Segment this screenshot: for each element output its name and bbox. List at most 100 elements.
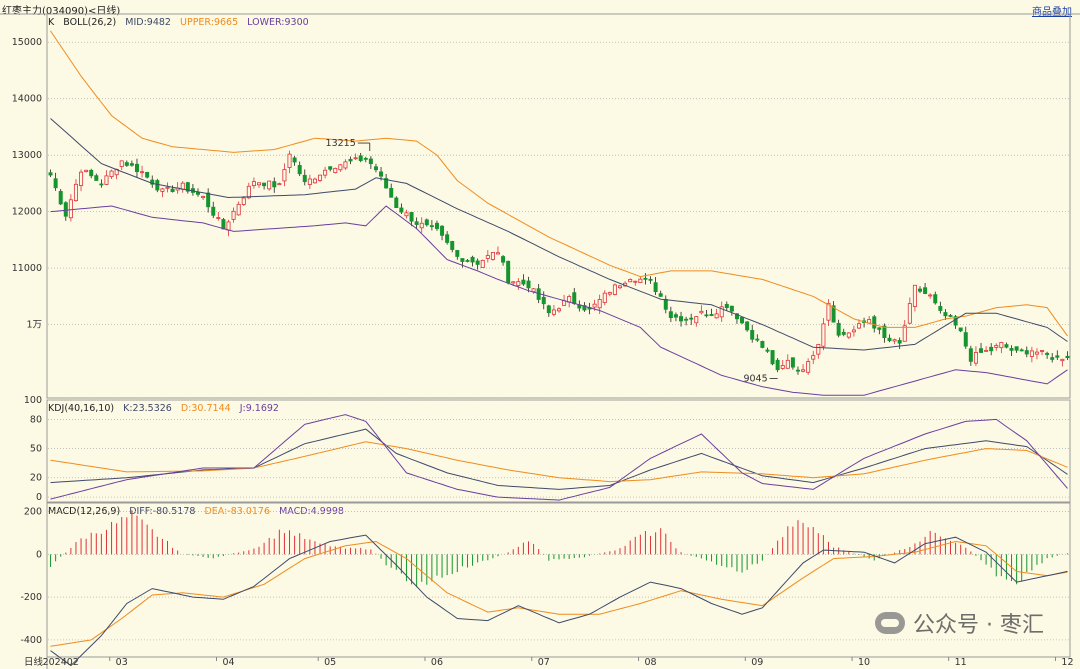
candle-down	[689, 317, 694, 320]
candle-down	[460, 258, 465, 262]
candle-up	[856, 323, 861, 329]
candle-up	[251, 181, 256, 186]
candle-down	[653, 282, 658, 293]
candle-down	[429, 225, 434, 228]
candle-down	[450, 241, 455, 250]
candle-up	[1034, 351, 1039, 355]
candle-down	[709, 314, 714, 316]
candle-down	[938, 306, 943, 311]
x-axis-label: 09	[751, 657, 763, 668]
candle-down	[1045, 352, 1050, 355]
candle-up	[602, 292, 607, 303]
boll-mid-line	[50, 118, 1068, 351]
candle-up	[160, 188, 165, 192]
x-axis-label: 202402	[43, 657, 79, 668]
candle-up	[826, 302, 831, 321]
candle-up	[806, 361, 811, 373]
candle-up	[73, 183, 78, 202]
kdj-k-value: K:23.5326	[123, 403, 172, 414]
panel-frame-2	[46, 502, 1071, 658]
x-axis-label: 日线	[24, 656, 44, 668]
candle-down	[373, 166, 378, 171]
candle-down	[521, 279, 526, 285]
candle-up	[84, 169, 89, 173]
macd-tick-label: 200	[24, 507, 42, 518]
candle-up	[490, 251, 495, 260]
candle-up	[109, 170, 114, 178]
candle-down	[328, 166, 333, 170]
candle-down	[963, 332, 968, 347]
candle-down	[734, 313, 739, 320]
candle-down	[124, 162, 129, 166]
panel-frame-0	[46, 13, 1071, 399]
candle-up	[343, 161, 348, 169]
overlay-commodity-button[interactable]: 商品叠加	[1032, 7, 1072, 18]
macd-histogram	[50, 510, 1068, 588]
price-tick-label: 14000	[12, 94, 42, 105]
price-tick-label: 11000	[12, 263, 42, 274]
candle-down	[1055, 355, 1060, 358]
candle-up	[404, 212, 409, 217]
candle-down	[658, 293, 663, 297]
boll-mid-value: MID:9482	[125, 17, 171, 28]
candle-up	[1060, 358, 1065, 362]
candle-down	[394, 197, 399, 208]
candle-down	[1050, 357, 1055, 360]
candle-down	[1014, 346, 1019, 351]
candle-up	[140, 171, 145, 174]
candle-up	[333, 168, 338, 173]
candle-down	[877, 327, 882, 330]
candle-up	[312, 178, 317, 184]
candle-up	[231, 210, 236, 220]
macd-hist-value: MACD:4.9998	[279, 506, 344, 517]
price-tick-label: 1万	[26, 320, 42, 331]
candle-down	[506, 260, 511, 284]
candle-down	[379, 171, 384, 177]
candle-down	[368, 158, 373, 165]
candle-up	[785, 359, 790, 369]
candle-down	[58, 190, 63, 205]
candle-down	[99, 183, 104, 186]
kdj-name: KDJ(40,16,10)	[48, 403, 115, 414]
candle-down	[958, 327, 963, 332]
candle-down	[302, 174, 307, 183]
kdj-legend: KDJ(40,16,10) K:23.5326 D:30.7144 J:9.16…	[48, 403, 285, 414]
candle-up	[816, 344, 821, 355]
x-axis-label: 12	[1061, 657, 1073, 668]
candle-up	[618, 285, 623, 289]
candle-up	[638, 278, 643, 284]
high-price-label: 13215	[326, 138, 356, 149]
candle-up	[241, 197, 246, 205]
kdj-tick-label: 100	[24, 395, 42, 406]
candle-up	[68, 199, 73, 219]
candle-down	[668, 311, 673, 319]
candle-down	[836, 322, 841, 336]
candle-down	[94, 175, 99, 181]
candle-down	[979, 348, 984, 353]
price-tick-label: 15000	[12, 37, 42, 48]
candle-down	[297, 165, 302, 175]
candle-down	[89, 169, 94, 177]
candle-up	[516, 281, 521, 286]
kdj-d-value: D:30.7144	[180, 403, 231, 414]
candle-up	[633, 280, 638, 283]
candle-down	[989, 346, 994, 352]
boll-name: BOLL(26,2)	[63, 17, 117, 28]
candle-down	[292, 157, 297, 163]
candle-down	[272, 181, 277, 188]
candle-up	[892, 339, 897, 342]
candle-up	[999, 342, 1004, 349]
candle-down	[399, 207, 404, 213]
boll-upper-line	[50, 30, 1068, 337]
candle-down	[760, 341, 765, 348]
x-axis-label: 10	[858, 657, 870, 668]
x-axis-label: 07	[538, 657, 550, 668]
candle-up	[714, 313, 719, 319]
candle-down	[546, 305, 551, 314]
candle-up	[1040, 350, 1045, 352]
candle-down	[724, 304, 729, 309]
candle-up	[699, 310, 704, 314]
kdj-d-line	[50, 441, 1068, 483]
candle-down	[63, 202, 68, 217]
